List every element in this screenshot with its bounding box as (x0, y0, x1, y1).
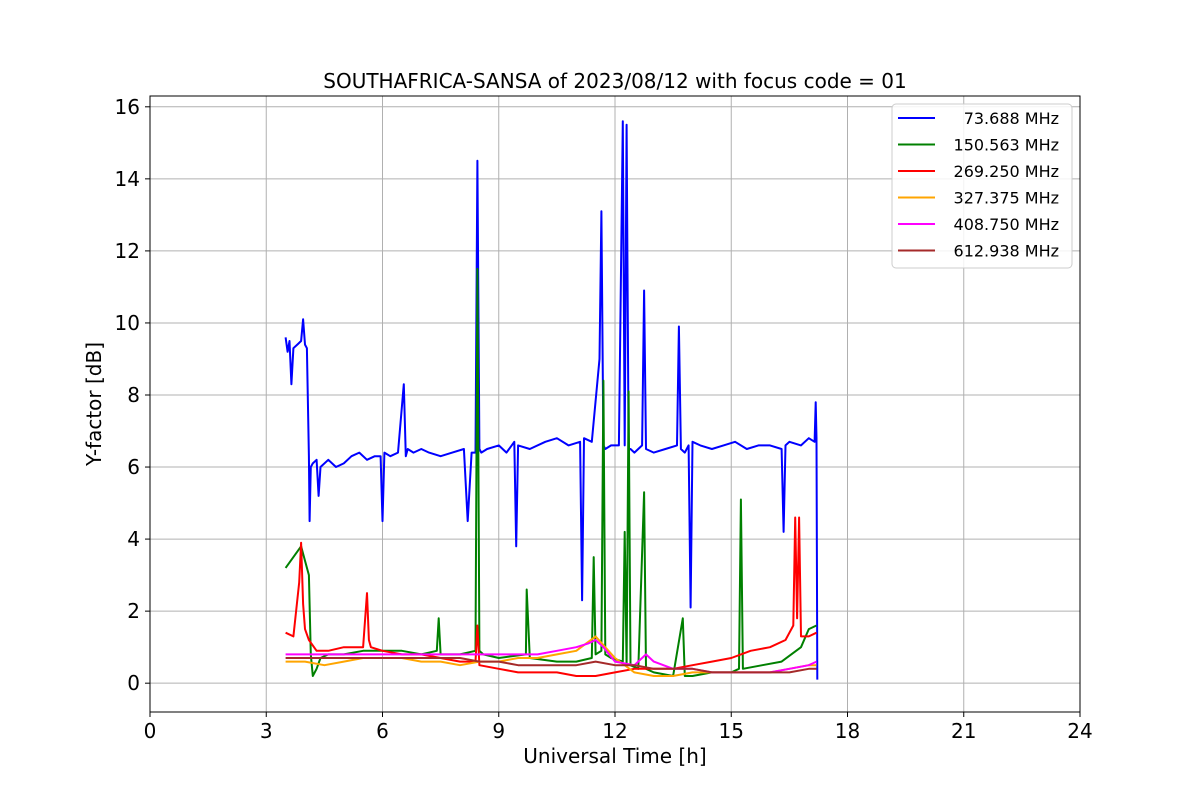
series-layer (284, 120, 819, 680)
y-tick-label: 6 (127, 455, 140, 479)
legend-label: 150.563 MHz (954, 136, 1059, 155)
legend-label: 327.375 MHz (954, 189, 1059, 208)
legend-items: 73.688 MHz 150.563 MHz 269.250 MHz 327.375 … (898, 109, 1059, 261)
series-line-5 (285, 657, 817, 674)
x-tick-label: 12 (602, 719, 627, 743)
x-tick-label: 6 (376, 719, 389, 743)
legend-label: 408.750 MHz (954, 215, 1059, 234)
y-axis-label: Y-factor [dB] (82, 342, 106, 467)
series-line-0 (284, 120, 819, 680)
x-tick-label: 18 (835, 719, 860, 743)
y-tick-label: 2 (127, 599, 140, 623)
x-tick-label: 0 (144, 719, 157, 743)
x-tick-label: 21 (951, 719, 976, 743)
x-axis-label: Universal Time [h] (523, 744, 706, 768)
y-tick-label: 12 (115, 239, 140, 263)
x-tick-label: 24 (1067, 719, 1092, 743)
x-tick-label: 15 (719, 719, 744, 743)
y-tick-label: 10 (115, 311, 140, 335)
grid (149, 96, 1081, 712)
legend-label: 269.250 MHz (954, 162, 1059, 181)
legend-label: 612.938 MHz (954, 242, 1059, 261)
legend-box (891, 103, 1073, 269)
legend-label: 73.688 MHz (964, 109, 1059, 128)
y-tick-label: 8 (127, 383, 140, 407)
y-tick-label: 16 (115, 95, 140, 119)
y-tick-label: 14 (115, 167, 140, 191)
y-tick-label: 4 (127, 527, 140, 551)
series-line-2 (285, 516, 817, 677)
x-tick-label: 3 (260, 719, 273, 743)
x-tick-label: 9 (492, 719, 505, 743)
legend: 73.688 MHz 150.563 MHz 269.250 MHz 327.375 … (891, 103, 1073, 269)
y-tick-label: 0 (127, 671, 140, 695)
chart-title: SOUTHAFRICA-SANSA of 2023/08/12 with foc… (323, 69, 907, 93)
